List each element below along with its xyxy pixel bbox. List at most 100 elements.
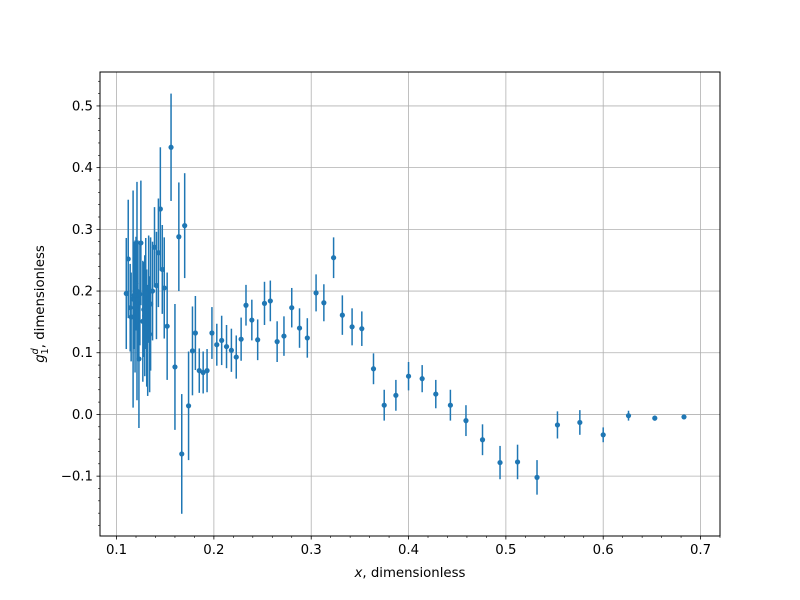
x-axis-label-text: , dimensionless [362,566,465,581]
data-point [140,318,146,324]
x-tick-label: 0.1 [106,543,127,558]
axis-ticks: 0.1 0.2 0.3 0.4 0.5 0.6 0.7 −0.1 0.0 0.1 0.2 0.3 0.4… [61,80,721,558]
y-axis-label: gd1, dimensionless [30,245,51,363]
y-axis-label-math: g [33,354,48,362]
data-point [274,339,280,345]
y-tick-label: 0.0 [72,408,93,423]
x-tick-label: 0.6 [593,543,614,558]
data-point [330,255,337,261]
data-point [233,354,239,360]
data-point [600,432,606,438]
y-tick-label: 0.3 [72,223,93,238]
data-point [249,317,255,323]
data-series [123,93,687,514]
data-point [125,256,131,262]
data-point [141,306,147,313]
data-point [393,392,399,398]
data-point [313,290,319,296]
data-point [681,414,687,420]
data-point [185,403,192,409]
data-point [172,364,178,370]
data-point [339,312,345,318]
data-point [209,330,215,336]
data-point [143,290,149,297]
data-point [168,144,174,150]
data-point [554,422,561,428]
data-point [447,402,453,408]
x-tick-label: 0.4 [398,543,419,558]
y-tick-label: 0.2 [72,285,93,300]
grid [100,72,720,536]
x-tick-label: 0.5 [495,543,516,558]
data-point [255,337,261,343]
data-point [137,291,143,297]
x-tick-label: 0.7 [690,543,711,558]
data-point [381,402,387,408]
data-point [123,290,129,297]
data-point [267,298,273,304]
data-point [182,223,188,229]
data-point [349,324,355,330]
data-point [159,266,165,273]
data-point [261,300,268,306]
data-point [289,305,295,311]
data-point [625,413,632,419]
data-point [359,326,365,332]
data-point [136,356,142,362]
data-point [321,300,327,306]
data-point [200,369,206,376]
data-point [132,303,138,310]
data-point [164,323,170,329]
data-point [228,347,234,353]
data-point [189,348,196,354]
data-point [144,325,150,331]
data-point [405,373,412,379]
data-point [127,305,133,311]
data-point [497,459,503,466]
data-point [161,285,167,291]
data-point [138,240,144,246]
data-point [128,314,134,320]
data-point [238,336,244,342]
data-point [176,234,182,240]
data-point [652,415,658,421]
data-point [179,451,185,457]
data-point [147,331,153,337]
y-axis-label-sub: 1 [40,348,51,354]
y-tick-label: 0.5 [72,99,93,114]
data-point [514,459,521,465]
data-point [196,368,202,374]
data-point [142,313,148,319]
x-tick-label: 0.2 [203,543,224,558]
data-point [433,391,439,397]
y-tick-label: −0.1 [61,470,93,485]
data-point [296,325,303,331]
data-point [192,330,198,336]
data-point [577,419,583,426]
x-tick-label: 0.3 [301,543,322,558]
y-axis-label-text: , dimensionless [33,245,48,348]
data-point [281,333,287,339]
data-point [149,288,156,294]
data-point [463,418,469,424]
data-point [146,285,152,291]
data-point [304,335,310,341]
data-point [133,281,139,287]
data-point [151,244,158,250]
data-point [145,337,151,344]
data-point [370,366,377,372]
x-axis-label-math: x [354,566,363,581]
data-point [153,282,160,289]
data-point [419,376,425,382]
data-point [135,297,141,303]
data-point [157,206,163,212]
axes-frame [99,71,721,537]
data-point [214,342,220,348]
data-point [223,343,230,350]
data-point [219,337,225,344]
data-point [243,302,249,308]
y-tick-label: 0.1 [72,346,93,361]
x-axis-label: x, dimensionless [354,566,466,581]
